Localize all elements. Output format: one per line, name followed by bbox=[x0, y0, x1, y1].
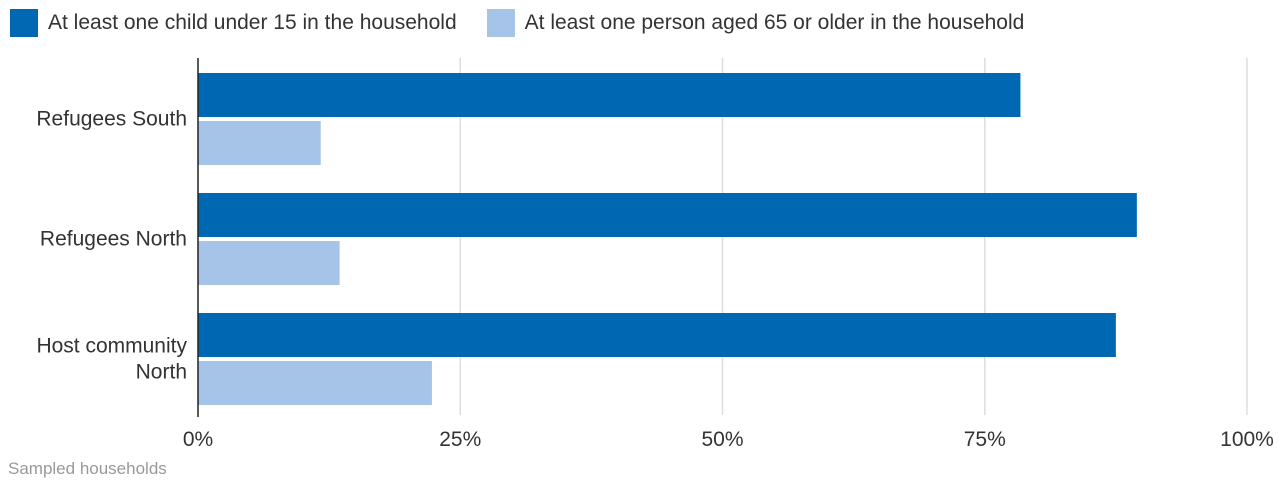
footnote-sampled-households: Sampled households bbox=[8, 459, 167, 478]
x-tick-label-4: 100% bbox=[1220, 428, 1274, 451]
chart-legend: At least one child under 15 in the house… bbox=[10, 9, 1024, 37]
x-tick-label-2: 50% bbox=[701, 428, 743, 451]
category-label-1-0: Refugees North bbox=[40, 228, 187, 251]
legend-item-children: At least one child under 15 in the house… bbox=[10, 9, 457, 37]
category-label-2-1: North bbox=[136, 361, 187, 384]
bar-children-2 bbox=[198, 313, 1116, 357]
legend-item-elderly: At least one person aged 65 or older in … bbox=[486, 9, 1025, 37]
legend-swatch-elderly bbox=[486, 9, 515, 37]
legend-label-elderly: At least one person aged 65 or older in … bbox=[524, 11, 1025, 34]
category-label-0-0: Refugees South bbox=[36, 108, 187, 131]
x-tick-label-3: 75% bbox=[964, 428, 1006, 451]
x-tick-label-1: 25% bbox=[439, 428, 481, 451]
bar-elderly-2 bbox=[198, 361, 432, 405]
bar-children-1 bbox=[198, 193, 1137, 237]
category-label-2-0: Host community bbox=[36, 335, 187, 358]
legend-swatch-children bbox=[10, 9, 38, 37]
legend-label-children: At least one child under 15 in the house… bbox=[48, 11, 457, 34]
bar-children-0 bbox=[198, 73, 1021, 117]
bar-elderly-0 bbox=[198, 121, 321, 165]
bar-elderly-1 bbox=[198, 241, 340, 285]
x-tick-label-0: 0% bbox=[183, 428, 213, 451]
